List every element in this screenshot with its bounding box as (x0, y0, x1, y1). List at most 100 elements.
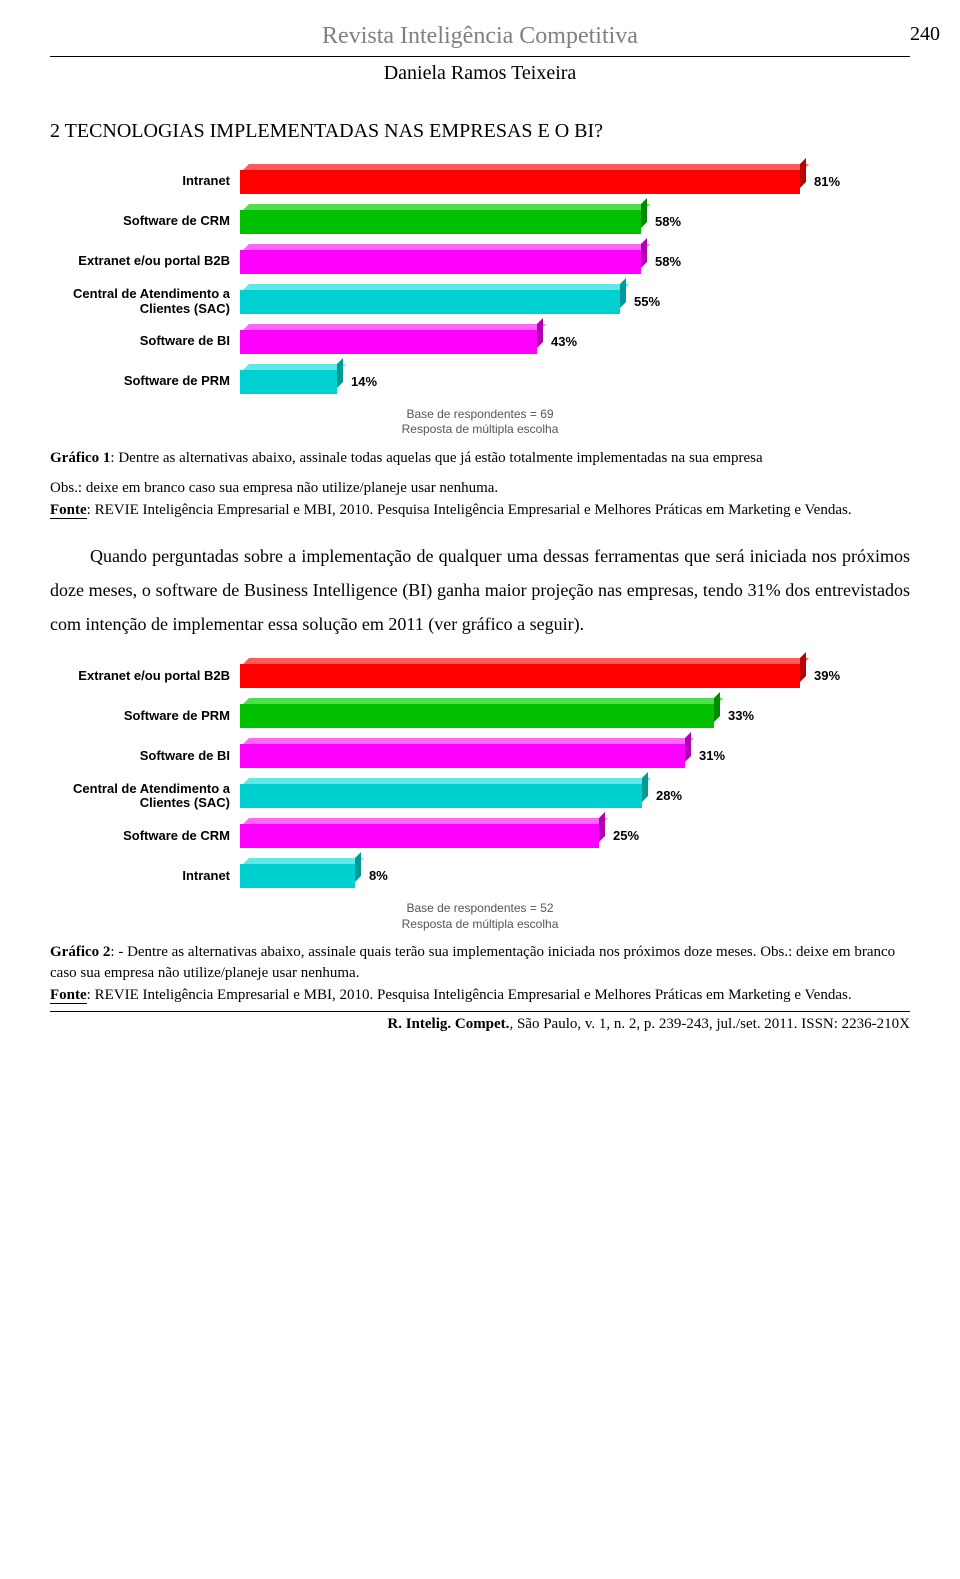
bar-top-face (243, 244, 650, 250)
chart-1: Intranet 81% Software de CRM 58% Extranet e/… (50, 165, 910, 438)
bar-value-label: 58% (655, 253, 681, 271)
bar-label: Central de Atendimento a Clientes (SAC) (50, 782, 240, 811)
footer-cite-text: , São Paulo, v. 1, n. 2, p. 239-243, jul… (509, 1016, 910, 1032)
bar-top-face (243, 778, 651, 784)
page-header: Revista Inteligência Competitiva Daniela… (50, 20, 910, 87)
chart-footer-line: Base de respondentes = 69 (50, 407, 910, 423)
bar-value-label: 25% (613, 827, 639, 845)
bar-row: Extranet e/ou portal B2B 39% (50, 659, 910, 693)
bar-track: 58% (240, 208, 910, 236)
bar-fill (240, 784, 642, 808)
bar-fill (240, 330, 537, 354)
footer-citation: R. Intelig. Compet., São Paulo, v. 1, n.… (50, 1011, 910, 1035)
caption-1-text: : Dentre as alternativas abaixo, assinal… (110, 450, 762, 466)
bar-track: 58% (240, 248, 910, 276)
chart-footer-line: Resposta de múltipla escolha (50, 917, 910, 933)
bar-label: Software de BI (50, 334, 240, 348)
bar-fill (240, 824, 599, 848)
chart-1-obs: Obs.: deixe em branco caso sua empresa n… (50, 478, 910, 498)
caption-2-text: : - Dentre as alternativas abaixo, assin… (50, 944, 895, 980)
chart-2: Extranet e/ou portal B2B 39% Software de P… (50, 659, 910, 932)
bar-value-label: 43% (551, 333, 577, 351)
journal-title: Revista Inteligência Competitiva (50, 20, 910, 57)
bar-value-label: 14% (351, 373, 377, 391)
bar-side-face (641, 198, 647, 228)
bar-row: Central de Atendimento a Clientes (SAC)5… (50, 285, 910, 319)
bar-track: 14% (240, 368, 910, 396)
bar-value-label: 58% (655, 213, 681, 231)
caption-2-lead: Gráfico 2 (50, 944, 110, 960)
bar-top-face (243, 658, 809, 664)
section-title: 2 TECNOLOGIAS IMPLEMENTADAS NAS EMPRESAS… (50, 117, 910, 145)
bar-row: Software de BI 43% (50, 325, 910, 359)
source-1-lead: Fonte (50, 502, 87, 519)
bar-top-face (243, 204, 650, 210)
bar-row: Software de CRM 58% (50, 205, 910, 239)
bar-track: 43% (240, 328, 910, 356)
bar-side-face (642, 772, 648, 802)
bar-row: Software de PRM 33% (50, 699, 910, 733)
bar-track: 39% (240, 662, 910, 690)
bar-fill (240, 704, 714, 728)
page-number: 240 (910, 20, 940, 48)
bar-top-face (243, 364, 346, 370)
bar-value-label: 8% (369, 867, 388, 885)
chart-1-source: Fonte: REVIE Inteligência Empresarial e … (50, 500, 910, 520)
bar-value-label: 39% (814, 667, 840, 685)
bar-label: Software de CRM (50, 214, 240, 228)
bar-side-face (714, 692, 720, 722)
bar-track: 55% (240, 288, 910, 316)
bar-top-face (243, 858, 364, 864)
bar-side-face (537, 318, 543, 348)
bar-row: Software de PRM 14% (50, 365, 910, 399)
chart-footer-line: Resposta de múltipla escolha (50, 422, 910, 438)
chart-footer-line: Base de respondentes = 52 (50, 901, 910, 917)
caption-1-lead: Gráfico 1 (50, 450, 110, 466)
source-1-text: : REVIE Inteligência Empresarial e MBI, … (87, 502, 852, 518)
bar-value-label: 81% (814, 173, 840, 191)
bar-side-face (337, 358, 343, 388)
chart-footer: Base de respondentes = 52Resposta de múl… (50, 901, 910, 932)
bar-value-label: 28% (656, 787, 682, 805)
bar-label: Software de CRM (50, 829, 240, 843)
bar-value-label: 33% (728, 707, 754, 725)
bar-row: Software de BI31% (50, 739, 910, 773)
bar-track: 25% (240, 822, 910, 850)
bar-side-face (599, 812, 605, 842)
bar-label: Extranet e/ou portal B2B (50, 669, 240, 683)
bar-track: 28% (240, 782, 910, 810)
bar-side-face (641, 238, 647, 268)
bar-fill (240, 290, 620, 314)
bar-top-face (243, 324, 546, 330)
bar-label: Software de PRM (50, 374, 240, 388)
body-paragraph: Quando perguntadas sobre a implementação… (50, 539, 910, 642)
bar-track: 33% (240, 702, 910, 730)
bar-top-face (243, 164, 809, 170)
bar-top-face (243, 738, 694, 744)
chart-2-caption: Gráfico 2: - Dentre as alternativas abai… (50, 942, 910, 983)
source-2-text: : REVIE Inteligência Empresarial e MBI, … (87, 987, 852, 1003)
bar-label: Software de PRM (50, 709, 240, 723)
bar-label: Intranet (50, 174, 240, 188)
bar-label: Intranet (50, 869, 240, 883)
bar-track: 81% (240, 168, 910, 196)
bar-fill (240, 210, 641, 234)
bar-row: Central de Atendimento a Clientes (SAC) 2… (50, 779, 910, 813)
chart-2-source: Fonte: REVIE Inteligência Empresarial e … (50, 985, 910, 1005)
bar-label: Central de Atendimento a Clientes (SAC) (50, 287, 240, 316)
bar-value-label: 31% (699, 747, 725, 765)
bar-fill (240, 370, 337, 394)
footer-cite-lead: R. Intelig. Compet. (387, 1016, 509, 1032)
bar-top-face (243, 284, 629, 290)
bar-side-face (800, 652, 806, 682)
bar-top-face (243, 818, 608, 824)
bar-track: 8% (240, 862, 910, 890)
bar-track: 31% (240, 742, 910, 770)
bar-fill (240, 744, 685, 768)
bar-fill (240, 170, 800, 194)
bar-row: Intranet 8% (50, 859, 910, 893)
bar-label: Extranet e/ou portal B2B (50, 254, 240, 268)
chart-1-caption: Gráfico 1: Dentre as alternativas abaixo… (50, 448, 910, 468)
chart-footer: Base de respondentes = 69Resposta de múl… (50, 407, 910, 438)
bar-row: Intranet 81% (50, 165, 910, 199)
